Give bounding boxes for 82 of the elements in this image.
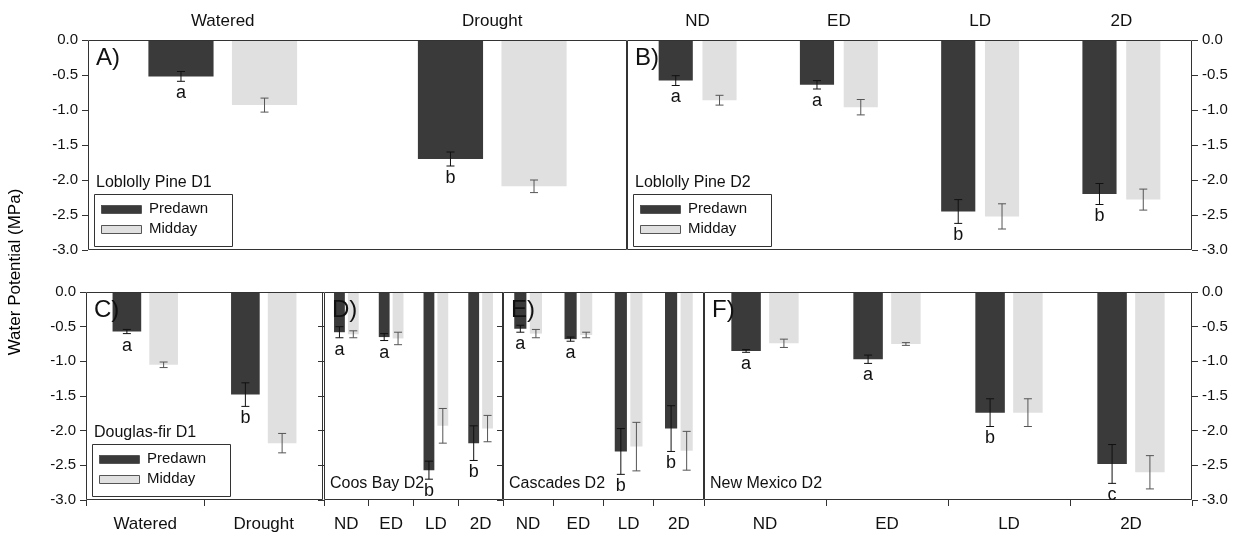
chart-title: A) [96,42,120,70]
x-tick-label: LD [425,513,447,533]
legend-label: Predawn [147,449,207,467]
x-tick-label: LD [969,11,991,31]
y-tick-label: -1.5 [1202,135,1228,153]
annotation: a [334,338,346,359]
annotation: a [811,89,823,110]
x-tick-label: ED [379,513,403,533]
y-tick-label: 0.0 [57,30,78,48]
y-tick-label: -0.5 [1202,65,1228,83]
annotation: b [1094,205,1105,226]
legend-label: Midday [149,219,198,237]
annotation: b [423,480,434,501]
y-tick-label: 0.0 [1202,30,1223,48]
y-tick-label: -0.5 [52,65,78,83]
legend-label: Predawn [688,199,748,217]
x-tick-label: ND [685,11,710,31]
y-tick-label: -3.0 [52,240,78,258]
y-tick-label: -3.0 [50,490,76,508]
y-tick-label: -1.5 [52,135,78,153]
annotation: a [121,334,133,355]
annotation: b [615,475,626,496]
y-tick-label: -2.0 [52,170,78,188]
y-tick-label: -1.0 [50,351,76,369]
legend-label: Predawn [149,199,209,217]
x-tick-label: Watered [190,11,255,31]
y-tick-label: 0.0 [55,282,76,300]
y-tick-label: -1.0 [1202,351,1228,369]
annotation: b [468,461,479,482]
legend-label: Midday [147,469,196,487]
y-tick-label: -0.5 [1202,316,1228,334]
y-tick-label: -2.5 [52,205,78,223]
y-tick-label: -1.0 [1202,100,1228,118]
annotation: a [863,364,875,385]
x-tick-label: 2D [1110,11,1133,31]
x-tick-label: 2D [469,513,492,533]
annotation: b [666,452,677,473]
y-tick-label: -2.0 [1202,170,1228,188]
annotation: a [565,342,577,363]
y-tick-label: -2.0 [50,420,76,438]
y-tick-label: -2.5 [1202,205,1228,223]
legend-title: Douglas-fir D1 [94,423,197,441]
annotation: b [445,166,456,187]
x-tick-label: LD [998,513,1020,533]
y-tick-label: -3.0 [1202,240,1228,258]
x-tick-label: ND [515,513,541,533]
y-tick-label: -2.0 [1202,420,1228,438]
legend-title: Loblolly Pine D1 [96,173,212,191]
y-tick-label: -1.0 [52,100,78,118]
x-tick-label: ND [334,513,359,533]
x-tick-label: Drought [233,513,295,533]
y-tick-label: 0.0 [1202,282,1223,300]
x-tick-label: ED [566,513,591,533]
y-tick-label: -1.5 [1202,386,1228,404]
y-axis-title: Water Potential (MPa) [5,187,25,358]
text: Coos Bay D2 [330,474,425,492]
x-tick-label: ED [875,513,899,533]
annotation: b [240,407,251,428]
legend-label: Midday [688,219,737,237]
annotation: b [985,427,996,448]
text: New Mexico D2 [710,474,823,492]
x-tick-label: ED [827,11,851,31]
annotation: a [741,353,753,374]
annotation: a [175,82,187,103]
text: Cascades D2 [509,474,606,492]
annotation: a [515,333,527,354]
y-tick-label: -1.5 [50,386,76,404]
annotation: a [670,86,682,107]
y-tick-label: -0.5 [50,316,76,334]
annotation: a [379,341,391,362]
annotation: b [953,224,964,245]
x-tick-label: ND [752,513,778,533]
x-tick-label: LD [617,513,640,533]
legend-title: Loblolly Pine D2 [635,173,751,191]
x-tick-label: 2D [668,513,690,533]
y-tick-label: -2.5 [1202,455,1228,473]
x-tick-label: 2D [1120,513,1142,533]
y-tick-label: -2.5 [50,455,76,473]
y-tick-label: -3.0 [1202,490,1228,508]
x-tick-label: Watered [113,513,178,533]
chart-title: B) [635,42,659,70]
x-tick-label: Drought [462,11,523,31]
